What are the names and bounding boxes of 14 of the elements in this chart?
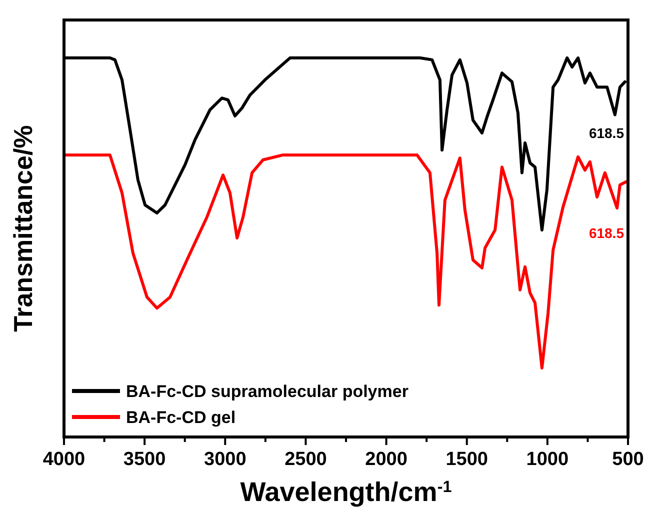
legend-label: BA-Fc-CD supramolecular polymer [126, 382, 409, 401]
x-tick-label: 3500 [123, 449, 166, 470]
legend-label: BA-Fc-CD gel [126, 408, 236, 427]
annotation: 618.5 [588, 124, 624, 141]
x-tick-label: 2000 [365, 449, 408, 470]
y-axis-title: Transmittance/% [8, 125, 38, 332]
x-axis-title: Wavelength/cm$^{-1}$ [240, 477, 452, 507]
x-tick-label: 1500 [446, 449, 488, 470]
x-tick-label: 1000 [526, 449, 569, 470]
x-tick-label: 500 [612, 449, 644, 470]
annotation: 618.5 [588, 224, 624, 241]
x-tick-label: 4000 [42, 449, 86, 470]
x-tick-label: 3000 [204, 449, 246, 470]
x-tick-label: 2500 [284, 449, 327, 470]
